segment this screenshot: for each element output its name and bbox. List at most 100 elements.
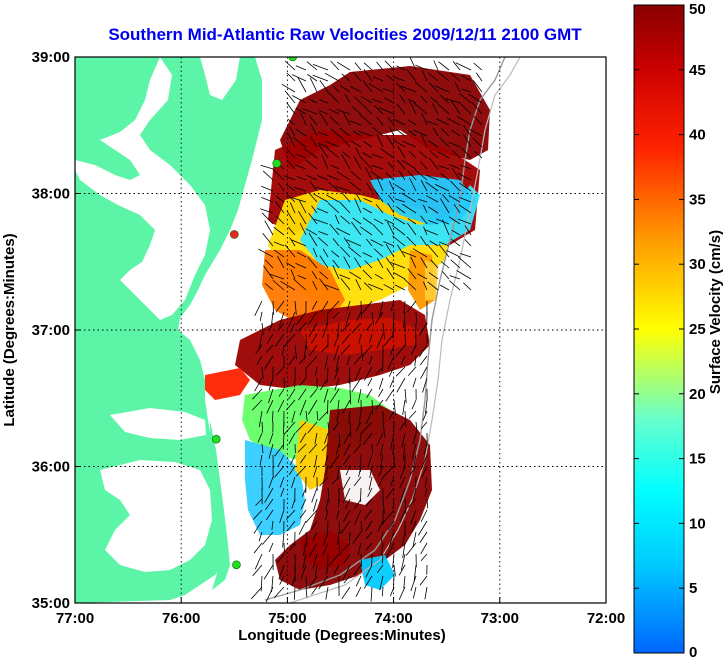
vector-arrow [317, 142, 329, 148]
vector-arrow [365, 410, 373, 425]
vector-arrow [399, 421, 406, 431]
vector-arrow [295, 421, 307, 434]
vector-arrow [420, 366, 428, 379]
vector-arrow [268, 542, 274, 553]
vector-arrow [285, 183, 296, 192]
vector-arrow [412, 377, 417, 388]
vector-arrow [422, 204, 428, 214]
vector-arrow [357, 542, 362, 556]
vector-arrow [298, 520, 307, 535]
vector-arrow [355, 279, 362, 291]
vector-arrow [354, 366, 362, 382]
vector-arrow [390, 261, 406, 269]
vector-arrow [428, 220, 439, 225]
colorbar-tick-label: 15 [689, 451, 706, 468]
vector-arrow [323, 531, 329, 546]
vector-arrow [355, 586, 362, 597]
vector-arrow [334, 366, 340, 380]
vector-arrow [439, 241, 450, 247]
vector-arrow [427, 72, 439, 82]
vector-arrow [412, 586, 417, 599]
vector-arrow [323, 284, 340, 291]
vector-arrow [410, 256, 417, 269]
vector-arrow [450, 180, 461, 192]
vector-arrow [283, 421, 285, 434]
vector-arrow [366, 238, 373, 247]
vector-arrow [328, 108, 340, 115]
vector-arrow [457, 172, 472, 181]
vector-arrow [298, 388, 307, 401]
vector-arrow [326, 366, 329, 383]
vector-arrow [338, 432, 341, 448]
vector-arrow [407, 98, 417, 104]
vector-arrow [311, 487, 318, 503]
vector-arrow [438, 61, 450, 71]
vector-arrow [260, 164, 274, 170]
vector-arrow [337, 399, 340, 410]
vector-arrow [404, 388, 407, 404]
vector-arrow [387, 194, 395, 203]
vector-arrow [399, 94, 406, 104]
vector-arrow [402, 203, 417, 214]
vector-arrow [407, 170, 417, 181]
vector-arrow [312, 63, 329, 71]
vector-arrow [387, 520, 395, 531]
vector-arrow [259, 311, 263, 322]
vector-arrow [394, 184, 406, 192]
vector-arrow [394, 198, 406, 203]
vector-arrow [349, 120, 362, 126]
vector-arrow [305, 159, 318, 170]
vector-arrow [473, 62, 483, 71]
vector-arrow [274, 201, 285, 214]
vector-arrow [424, 487, 428, 498]
vector-arrow [308, 344, 318, 357]
vector-arrow [401, 432, 406, 448]
vector-arrow [389, 377, 395, 388]
vector-arrow [311, 300, 318, 310]
vector-arrow [383, 284, 395, 291]
colorbar-label: Surface Velocity (cm/s) [707, 230, 724, 394]
vector-arrow [264, 220, 274, 236]
vector-arrow [456, 270, 472, 280]
velocity-field [205, 66, 490, 590]
vector-arrow [292, 136, 307, 148]
vector-arrow [277, 255, 285, 269]
vector-arrow [410, 575, 417, 592]
colorbar-gradient [633, 4, 685, 654]
vector-arrow [360, 520, 363, 533]
vector-arrow [322, 542, 329, 556]
vector-arrow [306, 174, 318, 181]
station-marker-green [211, 434, 221, 444]
vector-arrow [398, 564, 406, 576]
vector-arrow [351, 322, 362, 334]
vector-arrow [449, 280, 461, 291]
vector-arrow [250, 586, 263, 600]
vector-arrow [339, 246, 351, 258]
vector-arrow [327, 91, 340, 104]
vector-arrow [428, 272, 439, 280]
vector-arrow [357, 388, 362, 403]
vector-arrow [258, 248, 274, 258]
vector-arrow [354, 498, 362, 510]
vector-arrow [266, 399, 274, 414]
vector-arrow [392, 225, 406, 236]
colorbar-tick-label: 0 [689, 644, 697, 659]
vector-arrow [319, 377, 329, 391]
vector-arrow [332, 265, 340, 280]
vector-arrow [295, 164, 307, 170]
vector-arrow [290, 454, 296, 466]
vector-arrow [305, 410, 308, 422]
vector-arrow [445, 98, 461, 104]
vector-arrow [262, 233, 274, 247]
vector-arrow [411, 399, 417, 410]
vector-arrow [385, 243, 395, 258]
vector-arrow [282, 531, 285, 548]
vector-arrow [369, 333, 373, 343]
vector-arrow [348, 271, 362, 280]
vector-arrow [296, 251, 307, 258]
vector-arrow [353, 355, 362, 365]
vector-arrow [382, 322, 385, 340]
vector-arrow [355, 147, 362, 159]
vector-arrow [342, 564, 351, 581]
vector-arrow [278, 311, 285, 327]
